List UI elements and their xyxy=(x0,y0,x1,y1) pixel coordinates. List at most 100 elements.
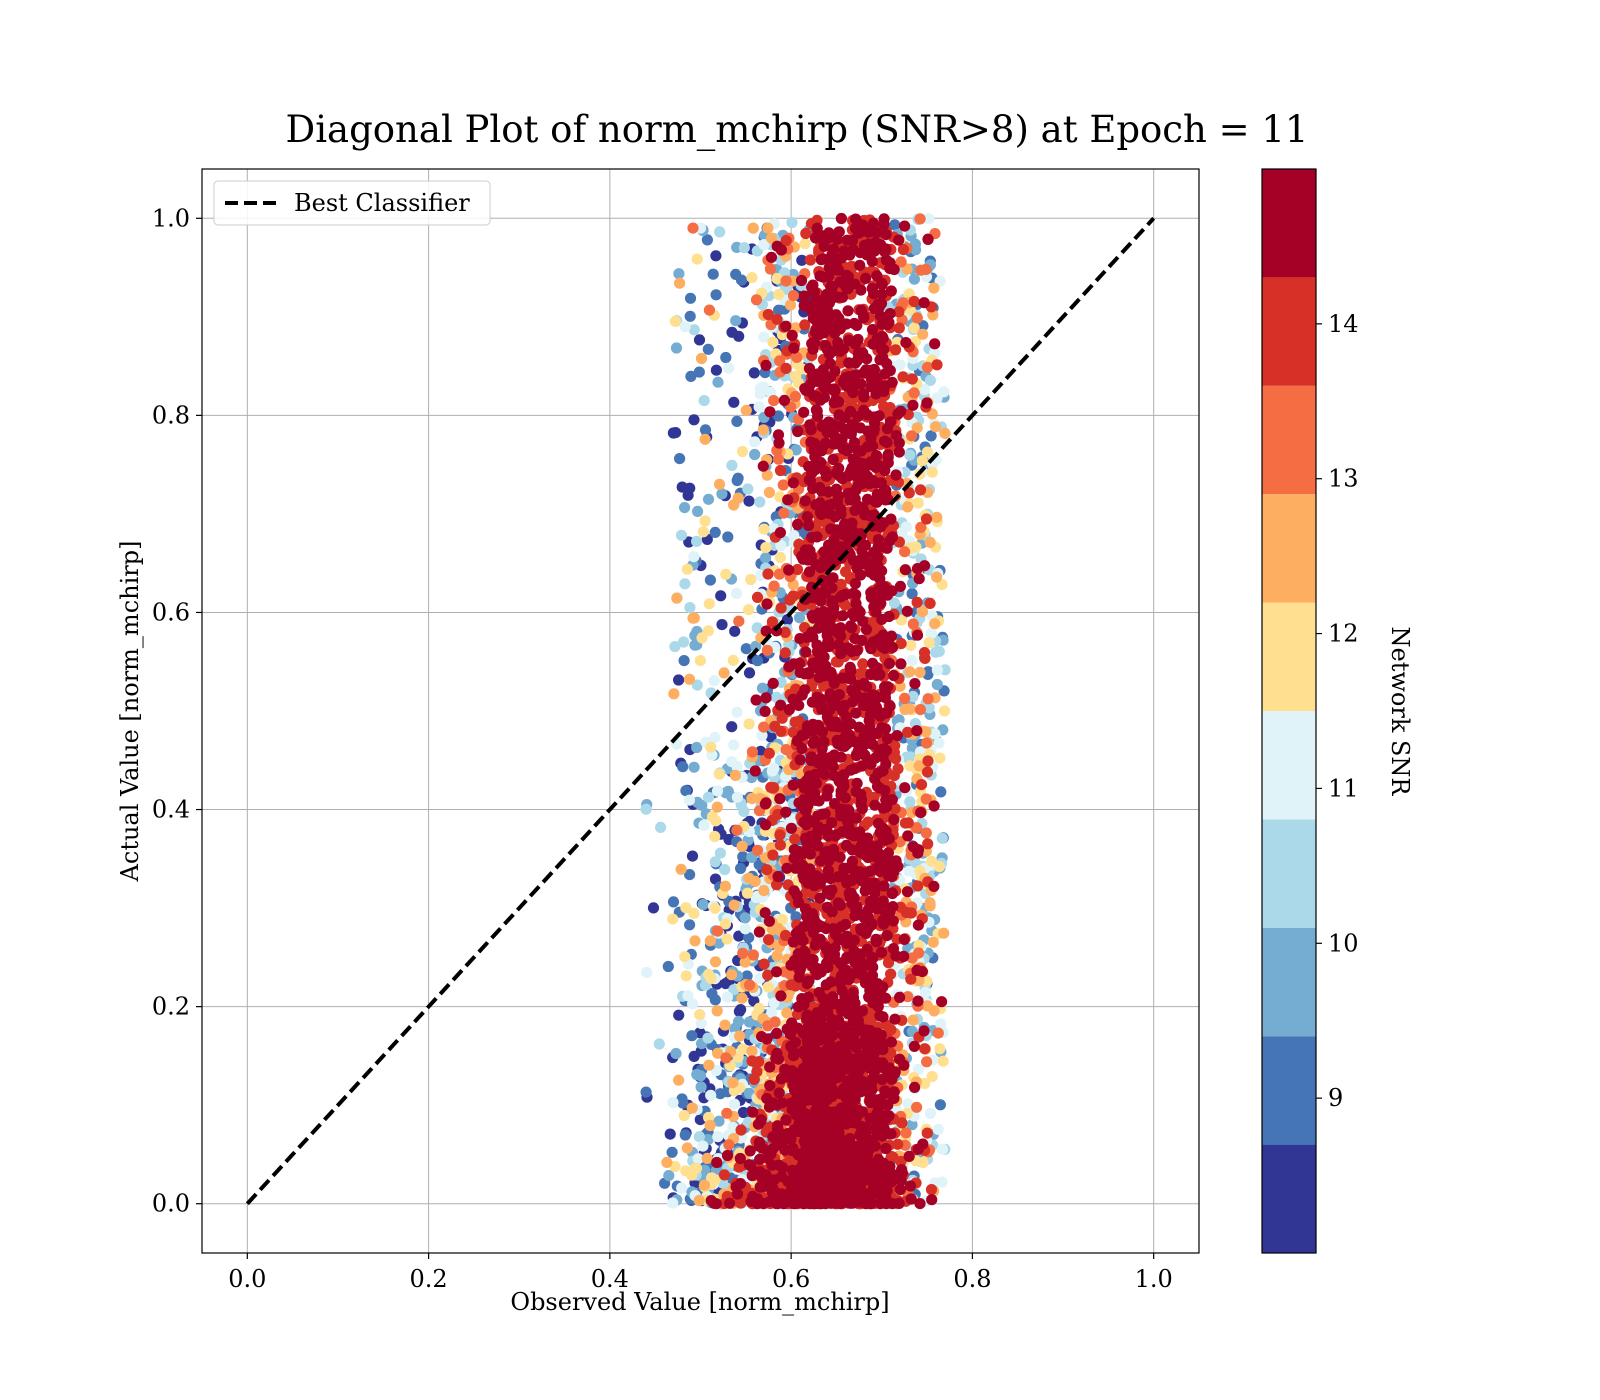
scatter-point xyxy=(774,355,786,367)
scatter-point xyxy=(801,511,814,523)
scatter-point xyxy=(878,400,890,412)
scatter-point xyxy=(691,535,703,548)
scatter-point xyxy=(676,1182,688,1194)
scatter-point xyxy=(709,994,721,1006)
scatter-point xyxy=(931,511,943,523)
scatter-point xyxy=(765,251,778,263)
scatter-point xyxy=(795,274,808,287)
scatter-point xyxy=(911,822,923,834)
scatter-point xyxy=(704,574,717,586)
scatter-point xyxy=(920,827,932,839)
scatter-point xyxy=(791,351,803,363)
scatter-point xyxy=(758,523,770,535)
scatter-point xyxy=(695,352,708,365)
scatter-point xyxy=(912,919,925,931)
scatter-point xyxy=(720,351,732,364)
scatter-point xyxy=(697,898,709,911)
scatter-point xyxy=(788,658,800,670)
scatter-point xyxy=(806,531,818,543)
scatter-point xyxy=(718,667,730,679)
scatter-point xyxy=(668,688,680,700)
scatter-point xyxy=(909,1081,921,1093)
scatter-point xyxy=(915,779,928,791)
scatter-point xyxy=(921,1000,934,1012)
scatter-point xyxy=(693,334,706,346)
scatter-point xyxy=(688,1050,700,1062)
scatter-point xyxy=(894,1053,906,1065)
scatter-point xyxy=(896,1167,908,1179)
scatter-point xyxy=(678,1109,690,1122)
scatter-point xyxy=(771,879,783,891)
scatter-point xyxy=(736,992,748,1004)
scatter-points xyxy=(640,212,951,1210)
scatter-point xyxy=(912,497,924,509)
scatter-point xyxy=(762,308,774,321)
scatter-point xyxy=(760,541,772,554)
scatter-point xyxy=(789,716,801,728)
scatter-point xyxy=(843,862,855,874)
scatter-point xyxy=(875,343,888,355)
scatter-point xyxy=(827,572,839,584)
scatter-point xyxy=(719,880,732,892)
scatter-point xyxy=(900,1127,912,1139)
scatter-point xyxy=(779,647,791,659)
scatter-point xyxy=(867,217,880,229)
scatter-point xyxy=(774,839,787,851)
scatter-point xyxy=(733,930,745,942)
scatter-point xyxy=(908,295,920,308)
scatter-point xyxy=(745,573,757,586)
scatter-point xyxy=(753,401,765,413)
scatter-point xyxy=(733,1005,746,1018)
scatter-point xyxy=(911,725,923,737)
scatter-point xyxy=(774,793,786,805)
scatter-point xyxy=(772,922,784,935)
scatter-point xyxy=(899,692,911,705)
scatter-point xyxy=(746,1045,758,1057)
scatter-point xyxy=(765,1148,777,1160)
scatter-point xyxy=(905,639,917,652)
scatter-point xyxy=(667,1197,679,1209)
scatter-point xyxy=(755,745,767,758)
scatter-point xyxy=(921,397,933,409)
scatter-point xyxy=(835,578,847,590)
scatter-point xyxy=(903,487,915,499)
scatter-point xyxy=(850,1041,862,1054)
scatter-point xyxy=(709,902,721,914)
scatter-point xyxy=(726,969,738,981)
scatter-point xyxy=(773,288,785,301)
scatter-point xyxy=(791,889,803,902)
scatter-point xyxy=(768,997,780,1009)
scatter-point xyxy=(772,410,785,422)
scatter-point xyxy=(711,1156,723,1169)
scatter-point xyxy=(775,602,787,614)
scatter-point xyxy=(902,817,914,829)
scatter-point xyxy=(773,1087,785,1099)
scatter-point xyxy=(923,702,935,714)
scatter-point xyxy=(821,825,833,837)
scatter-point xyxy=(732,492,744,504)
scatter-point xyxy=(897,243,910,256)
scatter-point xyxy=(728,739,740,751)
scatter-point xyxy=(757,460,769,472)
scatter-point xyxy=(907,841,920,853)
scatter-point xyxy=(866,969,879,982)
scatter-point xyxy=(771,240,783,252)
scatter-point xyxy=(680,902,692,914)
scatter-point xyxy=(693,1194,705,1207)
scatter-point xyxy=(773,304,785,316)
scatter-point xyxy=(815,595,827,607)
scatter-point xyxy=(774,551,787,564)
scatter-point xyxy=(804,254,817,266)
scatter-point xyxy=(680,970,692,982)
scatter-point xyxy=(903,1150,915,1162)
scatter-point xyxy=(750,640,762,652)
scatter-point xyxy=(682,990,694,1002)
scatter-point xyxy=(764,1061,776,1073)
scatter-point xyxy=(906,373,918,385)
scatter-point xyxy=(763,1101,776,1113)
scatter-point xyxy=(713,478,726,490)
scatter-point xyxy=(919,986,932,999)
scatter-point xyxy=(880,229,892,241)
